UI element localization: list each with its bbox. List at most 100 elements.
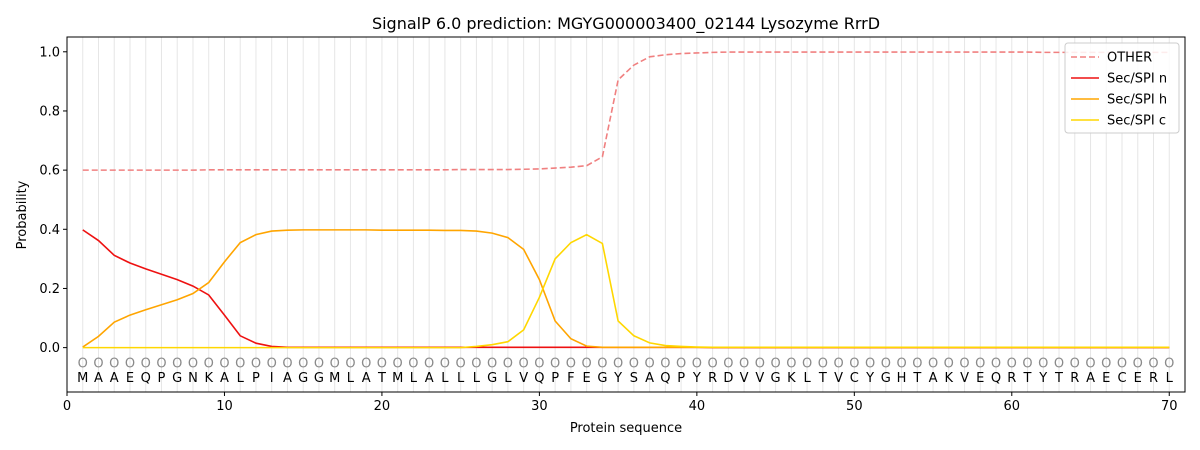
residue-labels: OMOAOAOEOQOPOGONOKOAOLOPOIOAOGOGOMOLOAOT… — [77, 356, 1174, 386]
residue-letter: Q — [141, 371, 151, 386]
residue-letter: V — [960, 371, 969, 386]
residue-letter: V — [740, 371, 749, 386]
residue-marker: O — [219, 356, 229, 371]
residue-marker: O — [440, 356, 450, 371]
residue-letter: L — [237, 371, 245, 386]
residue-letter: K — [204, 371, 213, 386]
residue-marker: O — [1007, 356, 1017, 371]
residue-marker: O — [1085, 356, 1095, 371]
residue-marker: O — [345, 356, 355, 371]
residue-letter: Q — [991, 371, 1001, 386]
residue-letter: E — [1102, 371, 1110, 386]
residue-letter: L — [803, 371, 811, 386]
residue-marker: O — [1054, 356, 1064, 371]
residue-letter: A — [220, 371, 229, 386]
residue-letter: G — [771, 371, 781, 386]
y-tick-label: 0.2 — [39, 282, 60, 297]
residue-marker: O — [125, 356, 135, 371]
residue-marker: O — [613, 356, 623, 371]
residue-letter: I — [270, 371, 274, 386]
residue-letter: L — [473, 371, 481, 386]
residue-marker: O — [1117, 356, 1127, 371]
residue-letter: E — [583, 371, 591, 386]
residue-marker: O — [172, 356, 182, 371]
residue-marker: O — [188, 356, 198, 371]
residue-marker: O — [424, 356, 434, 371]
residue-marker: O — [534, 356, 544, 371]
residue-marker: O — [361, 356, 371, 371]
residue-marker: O — [235, 356, 245, 371]
residue-letter: A — [645, 371, 654, 386]
residue-marker: O — [959, 356, 969, 371]
residue-letter: H — [897, 371, 907, 386]
residue-letter: G — [881, 371, 891, 386]
residue-letter: A — [929, 371, 938, 386]
residue-marker: O — [991, 356, 1001, 371]
x-tick-label: 0 — [63, 399, 71, 414]
legend: OTHER Sec/SPI n Sec/SPI h Sec/SPI c — [1064, 42, 1180, 134]
residue-marker: O — [707, 356, 717, 371]
residue-marker: O — [471, 356, 481, 371]
residue-letter: L — [1166, 371, 1174, 386]
chart-title: SignalP 6.0 prediction: MGYG000003400_02… — [372, 14, 880, 34]
residue-marker: O — [1164, 356, 1174, 371]
residue-letter: R — [1070, 371, 1079, 386]
residue-marker: O — [282, 356, 292, 371]
residue-marker: O — [251, 356, 261, 371]
residue-marker: O — [377, 356, 387, 371]
residue-letter: Q — [534, 371, 544, 386]
residue-marker: O — [566, 356, 576, 371]
y-axis-label: Probability — [15, 180, 30, 249]
residue-letter: R — [1007, 371, 1016, 386]
x-tick-label: 60 — [1004, 399, 1021, 414]
x-tick-label: 50 — [846, 399, 863, 414]
residue-marker: O — [550, 356, 560, 371]
residue-letter: A — [110, 371, 119, 386]
residue-letter: L — [441, 371, 449, 386]
series-line-sec-spi-n — [82, 229, 1170, 349]
x-axis-label: Protein sequence — [570, 421, 682, 436]
residue-marker: O — [818, 356, 828, 371]
residue-letter: K — [945, 371, 954, 386]
y-tick-label: 0.4 — [39, 223, 60, 238]
residue-marker: O — [833, 356, 843, 371]
residue-marker: O — [314, 356, 324, 371]
residue-marker: O — [204, 356, 214, 371]
series-lines — [82, 51, 1170, 349]
residue-letter: T — [912, 371, 921, 386]
residue-letter: C — [850, 371, 859, 386]
residue-letter: P — [252, 371, 260, 386]
residue-letter: G — [172, 371, 182, 386]
residue-marker: O — [865, 356, 875, 371]
residue-letter: M — [392, 371, 403, 386]
residue-letter: P — [158, 371, 166, 386]
y-axis-ticks: 0.0 0.2 0.4 0.6 0.8 1.0 — [39, 45, 67, 356]
plot-frame — [66, 36, 1186, 393]
residue-marker: O — [519, 356, 529, 371]
residue-letter: S — [630, 371, 638, 386]
residue-marker: O — [723, 356, 733, 371]
residue-letter: D — [723, 371, 733, 386]
legend-label: Sec/SPI n — [1107, 72, 1167, 87]
residue-marker: O — [645, 356, 655, 371]
residue-letter: T — [1054, 371, 1063, 386]
residue-letter: L — [410, 371, 418, 386]
residue-marker: O — [503, 356, 513, 371]
residue-marker: O — [456, 356, 466, 371]
residue-letter: A — [283, 371, 292, 386]
y-tick-label: 1.0 — [39, 45, 60, 60]
residue-marker: O — [487, 356, 497, 371]
legend-label: Sec/SPI c — [1107, 114, 1166, 129]
residue-letter: T — [377, 371, 386, 386]
residue-marker: O — [408, 356, 418, 371]
series-line-sec-spi-h — [82, 229, 1170, 349]
legend-box — [1064, 42, 1180, 134]
residue-marker: O — [393, 356, 403, 371]
residue-marker: O — [692, 356, 702, 371]
residue-marker: O — [298, 356, 308, 371]
residue-letter: N — [188, 371, 198, 386]
residue-marker: O — [912, 356, 922, 371]
residue-letter: L — [504, 371, 512, 386]
residue-marker: O — [582, 356, 592, 371]
